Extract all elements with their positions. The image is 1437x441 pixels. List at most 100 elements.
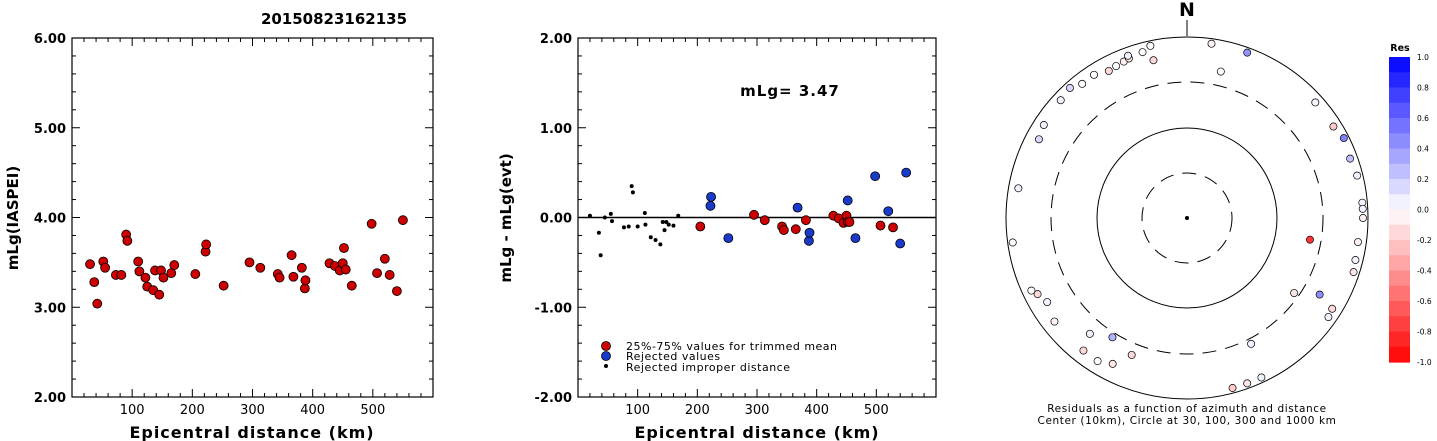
station-residual bbox=[1324, 313, 1333, 321]
station-residual bbox=[1078, 79, 1087, 88]
colorbar-cell bbox=[1389, 316, 1410, 333]
station-residual bbox=[1079, 346, 1088, 355]
ring-100km bbox=[1096, 127, 1278, 309]
colorbar-tick-label: 1.0 bbox=[1417, 53, 1429, 62]
data-point bbox=[92, 298, 103, 309]
station-residual bbox=[1104, 66, 1113, 75]
data-point bbox=[122, 235, 133, 246]
residual-vs-distance-plot: 100 200 300 400 500 -2.00 -1.00 0.00 1.00 2.00 mL… bbox=[497, 32, 937, 441]
station-residual bbox=[1349, 268, 1358, 277]
data-point bbox=[166, 268, 177, 279]
x-tick-label: 300 bbox=[745, 403, 770, 418]
colorbar-cell bbox=[1389, 255, 1410, 272]
data-point bbox=[140, 272, 151, 283]
y-tick-label: -1.00 bbox=[535, 301, 572, 316]
station-residual bbox=[1243, 48, 1252, 57]
data-point bbox=[85, 259, 95, 270]
colorbar-tick-label: -0.8 bbox=[1417, 328, 1432, 337]
data-point bbox=[100, 262, 110, 273]
data-point bbox=[89, 277, 100, 288]
improper-distance-point bbox=[671, 223, 676, 228]
trimmed-mean-point bbox=[695, 221, 706, 232]
rejected-point bbox=[901, 167, 912, 178]
colorbar-cell bbox=[1389, 331, 1410, 348]
station-residual bbox=[1243, 379, 1252, 388]
station-residual bbox=[1008, 238, 1017, 247]
y-axis-label: mLg(IASPEI) bbox=[4, 166, 22, 270]
station-residual bbox=[1090, 70, 1098, 79]
y-tick-label: 1.00 bbox=[540, 122, 572, 137]
rejected-point bbox=[842, 195, 853, 206]
data-point bbox=[300, 275, 311, 286]
data-point bbox=[201, 239, 212, 250]
station-residual bbox=[1358, 204, 1367, 213]
colorbar-tick-label: 0.8 bbox=[1417, 84, 1429, 93]
improper-distance-point bbox=[598, 253, 603, 258]
x-axis-label: Epicentral distance (km) bbox=[129, 423, 374, 441]
rejected-point bbox=[792, 202, 803, 213]
rejected-point bbox=[883, 206, 894, 217]
rejected-point bbox=[706, 191, 716, 202]
station-residual bbox=[1311, 98, 1320, 107]
station-residual bbox=[1328, 304, 1337, 313]
legend: 25%-75% values for trimmed mean Rejected… bbox=[601, 340, 837, 374]
colorbar-cell bbox=[1389, 133, 1410, 150]
station-residual bbox=[1033, 290, 1042, 299]
station-residual bbox=[1146, 41, 1155, 50]
event-magnitude-annotation: mLg= 3.47 bbox=[740, 82, 840, 100]
colorbar-tick-label: -1.0 bbox=[1417, 358, 1432, 367]
data-point bbox=[340, 264, 351, 275]
colorbar-cell bbox=[1389, 87, 1410, 104]
data-point bbox=[134, 266, 145, 277]
caption-line-1: Residuals as a function of azimuth and d… bbox=[1047, 403, 1327, 415]
station-residual bbox=[1346, 154, 1355, 163]
improper-distance-point bbox=[660, 219, 665, 224]
station-residual bbox=[1066, 84, 1074, 92]
data-point bbox=[384, 270, 395, 280]
y-tick-label: 0.00 bbox=[540, 212, 572, 227]
station-residual bbox=[1123, 51, 1132, 60]
data-point bbox=[169, 260, 180, 270]
x-tick-label: 400 bbox=[300, 403, 325, 418]
trimmed-mean-point bbox=[875, 220, 886, 231]
improper-distance-point bbox=[635, 224, 640, 229]
data-point bbox=[244, 257, 255, 268]
improper-distance-point bbox=[643, 222, 648, 227]
station-residual bbox=[1359, 214, 1367, 222]
ring-1000km bbox=[1005, 36, 1369, 400]
station-residual bbox=[1050, 317, 1059, 326]
colorbar-cell bbox=[1389, 194, 1410, 211]
y-tick-label: 2.00 bbox=[34, 391, 66, 406]
y-tick-label: -2.00 bbox=[535, 391, 572, 406]
improper-distance-point bbox=[629, 184, 634, 189]
improper-distance-point bbox=[662, 228, 667, 233]
station-residual bbox=[1306, 235, 1314, 244]
colorbar-cell bbox=[1389, 57, 1410, 73]
y-tick-label: 6.00 bbox=[34, 32, 66, 47]
data-point bbox=[346, 280, 357, 291]
y-tick-label: 5.00 bbox=[34, 122, 66, 137]
legend-label-rejected: Rejected values bbox=[626, 350, 721, 363]
colorbar-cell bbox=[1389, 148, 1410, 165]
y-tick-label: 3.00 bbox=[34, 301, 66, 316]
improper-distance-point bbox=[648, 235, 653, 240]
colorbar-cell bbox=[1389, 102, 1410, 119]
improper-distance-point bbox=[610, 219, 615, 224]
rejected-point bbox=[804, 235, 814, 246]
rejected-point bbox=[870, 171, 881, 182]
station-residual bbox=[1108, 333, 1117, 342]
colorbar-tick-label: 0.0 bbox=[1417, 206, 1429, 215]
colorbar-cell bbox=[1389, 346, 1410, 363]
improper-distance-point bbox=[621, 225, 626, 230]
station-residual bbox=[1056, 96, 1065, 105]
trimmed-mean-point bbox=[778, 225, 789, 235]
data-point bbox=[366, 218, 377, 229]
station-residual bbox=[1112, 62, 1121, 70]
rejected-point bbox=[850, 233, 861, 244]
improper-distance-point bbox=[658, 242, 663, 247]
colorbar-cell bbox=[1389, 209, 1410, 226]
colorbar-cell bbox=[1389, 224, 1410, 241]
x-tick-label: 100 bbox=[120, 403, 145, 418]
y-tick-label: 2.00 bbox=[540, 32, 572, 47]
magnitude-vs-distance-plot: 100 200 300 400 500 2.00 3.00 4.00 5.00 6.00 Epic… bbox=[4, 32, 434, 441]
